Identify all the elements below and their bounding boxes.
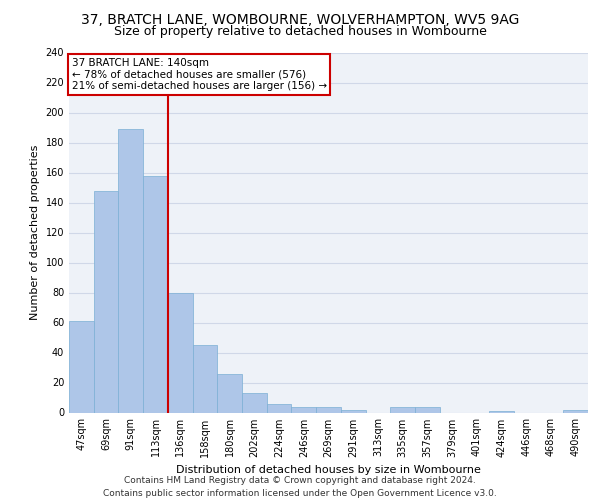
Bar — [316, 406, 341, 412]
Bar — [69, 321, 94, 412]
Bar — [489, 411, 514, 412]
Bar — [267, 404, 292, 412]
Y-axis label: Number of detached properties: Number of detached properties — [30, 145, 40, 320]
Text: 37 BRATCH LANE: 140sqm
← 78% of detached houses are smaller (576)
21% of semi-de: 37 BRATCH LANE: 140sqm ← 78% of detached… — [71, 58, 327, 91]
X-axis label: Distribution of detached houses by size in Wombourne: Distribution of detached houses by size … — [176, 465, 481, 475]
Bar — [118, 129, 143, 412]
Bar — [94, 190, 118, 412]
Bar — [217, 374, 242, 412]
Text: Contains HM Land Registry data © Crown copyright and database right 2024.
Contai: Contains HM Land Registry data © Crown c… — [103, 476, 497, 498]
Bar — [292, 406, 316, 412]
Bar — [168, 292, 193, 412]
Bar — [193, 345, 217, 412]
Text: Size of property relative to detached houses in Wombourne: Size of property relative to detached ho… — [113, 25, 487, 38]
Bar — [242, 393, 267, 412]
Bar — [341, 410, 365, 412]
Bar — [563, 410, 588, 412]
Text: 37, BRATCH LANE, WOMBOURNE, WOLVERHAMPTON, WV5 9AG: 37, BRATCH LANE, WOMBOURNE, WOLVERHAMPTO… — [81, 12, 519, 26]
Bar — [143, 176, 168, 412]
Bar — [415, 406, 440, 412]
Bar — [390, 406, 415, 412]
